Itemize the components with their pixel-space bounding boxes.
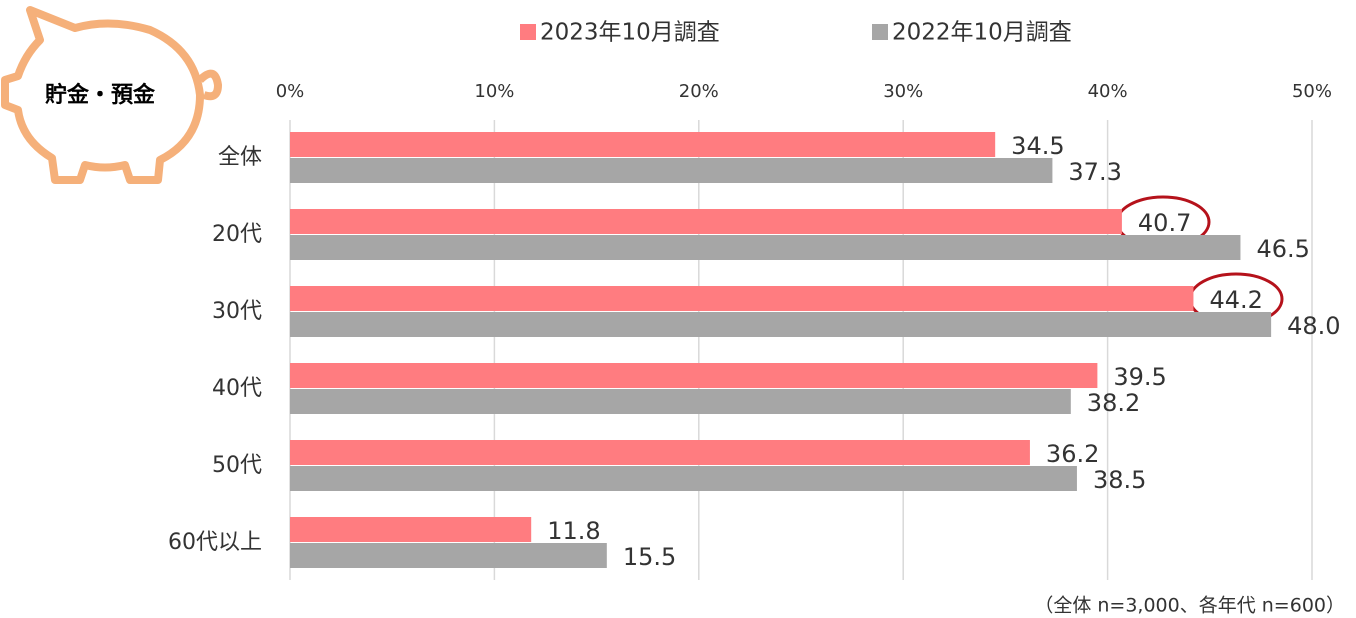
value-label: 48.0	[1287, 312, 1340, 340]
value-label: 15.5	[623, 543, 676, 571]
y-tick-label: 30代	[212, 299, 262, 324]
bar	[290, 517, 532, 542]
bar	[290, 543, 607, 568]
bar	[290, 440, 1030, 465]
legend-label: 2022年10月調査	[892, 20, 1072, 46]
bar	[290, 132, 996, 157]
y-tick-label: 50代	[212, 453, 262, 478]
value-label: 44.2	[1209, 286, 1262, 314]
value-label: 11.8	[547, 517, 600, 545]
y-tick-label: 40代	[212, 376, 262, 401]
legend-swatch	[872, 24, 888, 40]
bar	[290, 209, 1122, 234]
x-tick-label: 40%	[1088, 81, 1128, 102]
x-tick-label: 0%	[276, 81, 305, 102]
pig-icon	[1, 6, 222, 184]
value-label: 39.5	[1113, 363, 1166, 391]
value-label: 46.5	[1256, 235, 1309, 263]
bar	[290, 389, 1071, 414]
x-tick-label: 50%	[1292, 81, 1332, 102]
bar	[290, 363, 1098, 388]
value-label: 38.5	[1093, 466, 1146, 494]
value-label: 34.5	[1011, 132, 1064, 160]
footnote: （全体 n=3,000、各年代 n=600）	[1034, 595, 1345, 617]
y-tick-label: 全体	[218, 145, 262, 170]
bar	[290, 312, 1272, 337]
bar	[290, 235, 1241, 260]
value-label: 37.3	[1068, 158, 1121, 186]
y-tick-label: 60代以上	[168, 530, 262, 555]
value-label: 36.2	[1046, 440, 1099, 468]
x-tick-label: 10%	[474, 81, 514, 102]
bar	[290, 158, 1053, 183]
bar	[290, 466, 1077, 491]
x-tick-label: 30%	[883, 81, 923, 102]
x-tick-label: 20%	[679, 81, 719, 102]
badge-text: 貯金・預金	[45, 82, 156, 108]
value-label: 40.7	[1138, 209, 1191, 237]
bar	[290, 286, 1194, 311]
value-label: 38.2	[1087, 389, 1140, 417]
legend-label: 2023年10月調査	[540, 20, 720, 46]
legend-swatch	[520, 24, 536, 40]
y-tick-label: 20代	[212, 222, 262, 247]
